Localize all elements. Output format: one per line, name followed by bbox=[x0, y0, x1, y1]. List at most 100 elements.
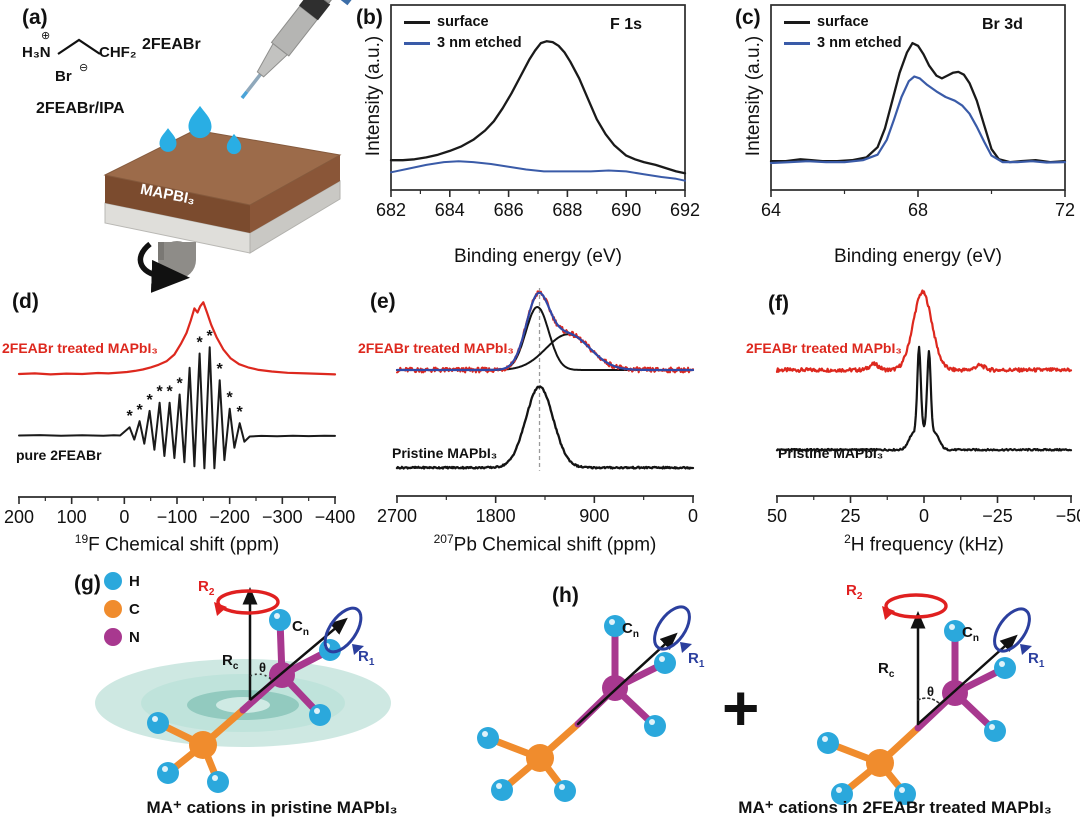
r1-rotation-icon bbox=[323, 606, 364, 655]
plus-operator: + bbox=[722, 672, 760, 744]
panel-h-caption: MA⁺ cations in 2FEABr treated MAPbI₃ bbox=[738, 798, 1052, 817]
panel-e-tag: (e) bbox=[370, 290, 396, 313]
panel-c: (c) Intensity (a.u.) 64 68 72 surface 3 nm… bbox=[730, 0, 1080, 278]
legend-swatch-surface bbox=[784, 20, 810, 24]
treated-trace-label: 2FEABr treated MAPbI₃ bbox=[2, 340, 158, 356]
x-tick-label: 72 bbox=[1055, 200, 1075, 220]
x-tick-label: 64 bbox=[761, 200, 781, 220]
ma-cation-c3-only bbox=[477, 605, 692, 802]
ma-cation-full-rotation bbox=[817, 593, 1032, 805]
series-line bbox=[396, 306, 694, 371]
x-tick-label: −300 bbox=[262, 507, 303, 527]
panel-b-tag: (b) bbox=[356, 6, 383, 29]
treated-cation-illustration bbox=[477, 593, 1032, 805]
x-axis-title: 207Pb Chemical shift (ppm) bbox=[433, 532, 657, 556]
x-tick-label: 690 bbox=[611, 200, 641, 220]
panel-f-tag: (f) bbox=[768, 292, 789, 315]
legend-item-surface: surface bbox=[404, 14, 522, 30]
rc-label: Rc bbox=[222, 652, 239, 672]
theta-arc bbox=[249, 673, 272, 680]
legend: surface 3 nm etched bbox=[404, 14, 522, 51]
spectrum-region-label: F 1s bbox=[610, 16, 643, 33]
sideband-star-marker: * bbox=[126, 408, 133, 425]
x-tick-label: −25 bbox=[982, 506, 1013, 526]
legend-label: surface bbox=[437, 14, 489, 30]
sideband-star-marker: * bbox=[177, 375, 184, 392]
rotation-arrow bbox=[137, 241, 190, 293]
pristine-cation-illustration bbox=[95, 587, 391, 793]
r1-label-left: R1 bbox=[688, 650, 705, 670]
atom-legend: H C N bbox=[104, 572, 140, 646]
x-tick-label: 50 bbox=[767, 506, 787, 526]
x-tick-label: 68 bbox=[908, 200, 928, 220]
molecule-bonds bbox=[57, 38, 101, 55]
minus-charge-icon: ⊖ bbox=[79, 62, 89, 74]
legend-item-c: C bbox=[104, 600, 140, 618]
solvent-name: 2FEABr/IPA bbox=[36, 100, 125, 117]
cn-label-left: Cn bbox=[622, 620, 639, 640]
pristine-trace-label: Pristine MAPbI₃ bbox=[778, 445, 884, 461]
y-axis-title: Intensity (a.u.) bbox=[363, 35, 384, 157]
x-axis-title: Binding energy (eV) bbox=[454, 246, 622, 267]
panel-d: (d) 200 100 0 −100 −200 −300 −400 * * * * * * * * * * * 2… bbox=[0, 282, 355, 558]
x-tick-label: 0 bbox=[919, 506, 929, 526]
x-tick-label: 682 bbox=[376, 200, 406, 220]
r1-label: R1 bbox=[358, 648, 375, 668]
xps-f1s-plot: 682 684 686 688 690 692 bbox=[376, 4, 700, 220]
x-tick-label: 692 bbox=[670, 200, 700, 220]
rc-label-right: Rc bbox=[878, 660, 895, 680]
panel-c-tag: (c) bbox=[735, 6, 761, 29]
legend-swatch-surface bbox=[404, 20, 430, 24]
panel-h-tag: (h) bbox=[552, 584, 579, 607]
x-tick-label: 2700 bbox=[377, 506, 417, 526]
x-axis-title: 19F Chemical shift (ppm) bbox=[74, 532, 280, 556]
legend-item-etched: 3 nm etched bbox=[784, 35, 902, 51]
legend-swatch-etched bbox=[404, 41, 430, 45]
series-line bbox=[769, 41, 1067, 164]
legend-item-etched: 3 nm etched bbox=[404, 35, 522, 51]
spectrum-region-label: Br 3d bbox=[982, 16, 1023, 33]
series-line bbox=[390, 160, 686, 182]
panel-b: (b) Intensity (a.u.) 682 684 686 688 690 692 … bbox=[352, 0, 730, 278]
sideband-star-marker: * bbox=[157, 384, 164, 401]
x-tick-label: 100 bbox=[57, 507, 87, 527]
mapbi3-film bbox=[103, 129, 342, 254]
panel-h: (h) + Cn R1 R2 Rc θ Cn R1 MA⁺ cations in… bbox=[450, 558, 1080, 828]
x-tick-label: 25 bbox=[840, 506, 860, 526]
sideband-star-marker: * bbox=[207, 328, 214, 345]
x-tick-label: 200 bbox=[4, 507, 34, 527]
atom-symbol: N bbox=[129, 628, 140, 646]
spin-spindle bbox=[158, 241, 196, 279]
panel-d-tag: (d) bbox=[12, 290, 39, 313]
series-line bbox=[395, 291, 695, 372]
series-line bbox=[769, 75, 1067, 165]
sideband-star-marker: * bbox=[197, 334, 204, 351]
bromide-text: Br bbox=[55, 68, 72, 85]
legend-label: surface bbox=[817, 14, 869, 30]
theta-label-right: θ bbox=[927, 684, 935, 699]
series-line bbox=[389, 40, 687, 175]
r2-rotation-icon bbox=[214, 589, 280, 616]
pristine-trace-label: Pristine MAPbI₃ bbox=[392, 445, 498, 461]
atom-symbol: H bbox=[129, 572, 140, 590]
cn-label-right: Cn bbox=[962, 624, 979, 644]
x-tick-label: 1800 bbox=[476, 506, 516, 526]
panel-g-tag: (g) bbox=[74, 572, 101, 595]
x-tick-label: 688 bbox=[552, 200, 582, 220]
series-line bbox=[395, 385, 695, 470]
cn-label: Cn bbox=[292, 618, 309, 638]
r2-label-right: R2 bbox=[846, 582, 863, 602]
plus-charge-icon: ⊕ bbox=[41, 30, 51, 42]
pure-trace-label: pure 2FEABr bbox=[16, 447, 102, 463]
legend-item-surface: surface bbox=[784, 14, 902, 30]
sideband-star-marker: * bbox=[237, 404, 244, 421]
series-line bbox=[18, 346, 336, 470]
x-axis-title: Binding energy (eV) bbox=[834, 246, 1002, 267]
x-tick-label: 0 bbox=[688, 506, 698, 526]
series-line bbox=[775, 289, 1073, 374]
sideband-star-marker: * bbox=[167, 384, 174, 401]
rotation-disk bbox=[95, 659, 391, 747]
c-atom-icon bbox=[104, 600, 122, 618]
series-line bbox=[775, 345, 1073, 452]
